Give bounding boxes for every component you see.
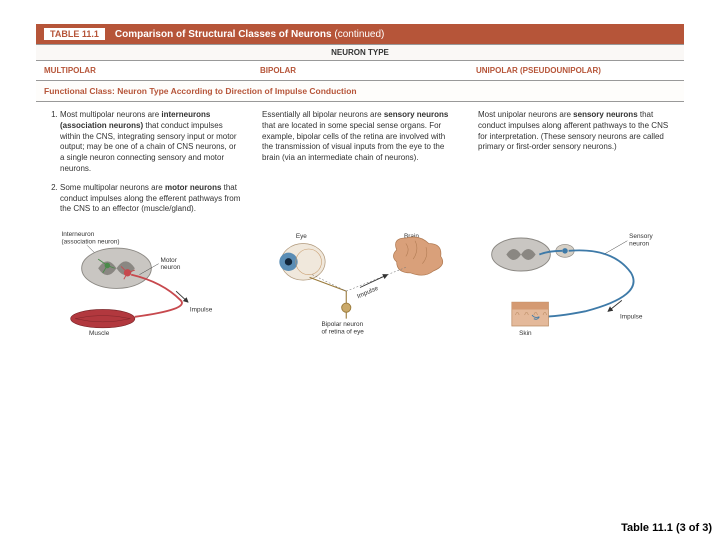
multipolar-point-2: Some multipolar neurons are motor neuron… [60, 183, 242, 215]
diagram-multipolar: Interneuron (association neuron) Motor n… [36, 225, 252, 339]
svg-text:(association neuron): (association neuron) [62, 239, 120, 246]
svg-text:Bipolar neuron: Bipolar neuron [322, 321, 364, 328]
svg-text:Impulse: Impulse [356, 285, 380, 301]
cell-unipolar: Most unipolar neurons are sensory neuron… [468, 108, 684, 225]
column-headers-row: MULTIPOLAR BIPOLAR UNIPOLAR (PSEUDOUNIPO… [36, 61, 684, 81]
diagram-unipolar: Sensory neuron Skin [468, 225, 684, 339]
svg-text:Eye: Eye [296, 233, 307, 240]
svg-text:Sensory: Sensory [629, 233, 653, 240]
svg-text:Muscle: Muscle [89, 330, 110, 337]
functional-class-heading: Functional Class: Neuron Type According … [36, 81, 684, 102]
col-head-bipolar: BIPOLAR [252, 61, 468, 80]
svg-text:Motor: Motor [161, 257, 178, 264]
page-caption: Table 11.1 (3 of 3) [621, 522, 712, 534]
cell-multipolar: Most multipolar neurons are interneurons… [36, 108, 252, 225]
col-head-unipolar: UNIPOLAR (PSEUDOUNIPOLAR) [468, 61, 684, 80]
cell-bipolar: Essentially all bipolar neurons are sens… [252, 108, 468, 225]
svg-text:Interneuron: Interneuron [62, 231, 95, 238]
svg-text:of retina of eye: of retina of eye [322, 329, 365, 336]
table-number-box: TABLE 11.1 [44, 28, 105, 40]
svg-text:neuron: neuron [629, 241, 649, 248]
svg-text:Impulse: Impulse [620, 314, 643, 321]
svg-text:Skin: Skin [519, 330, 532, 337]
svg-text:Impulse: Impulse [190, 307, 213, 314]
diagram-bipolar: Eye Brain Impulse Bipolar neuron [252, 225, 468, 339]
table-title-continued: (continued) [334, 29, 384, 40]
col-head-multipolar: MULTIPOLAR [36, 61, 252, 80]
svg-text:neuron: neuron [161, 264, 181, 271]
table-title: Comparison of Structural Classes of Neur… [115, 29, 332, 40]
multipolar-point-1: Most multipolar neurons are interneurons… [60, 110, 242, 175]
neuron-type-row: NEURON TYPE [36, 44, 684, 61]
diagram-row: Interneuron (association neuron) Motor n… [36, 225, 684, 347]
text-row: Most multipolar neurons are interneurons… [36, 102, 684, 225]
table-header-bar: TABLE 11.1 Comparison of Structural Clas… [36, 24, 684, 44]
